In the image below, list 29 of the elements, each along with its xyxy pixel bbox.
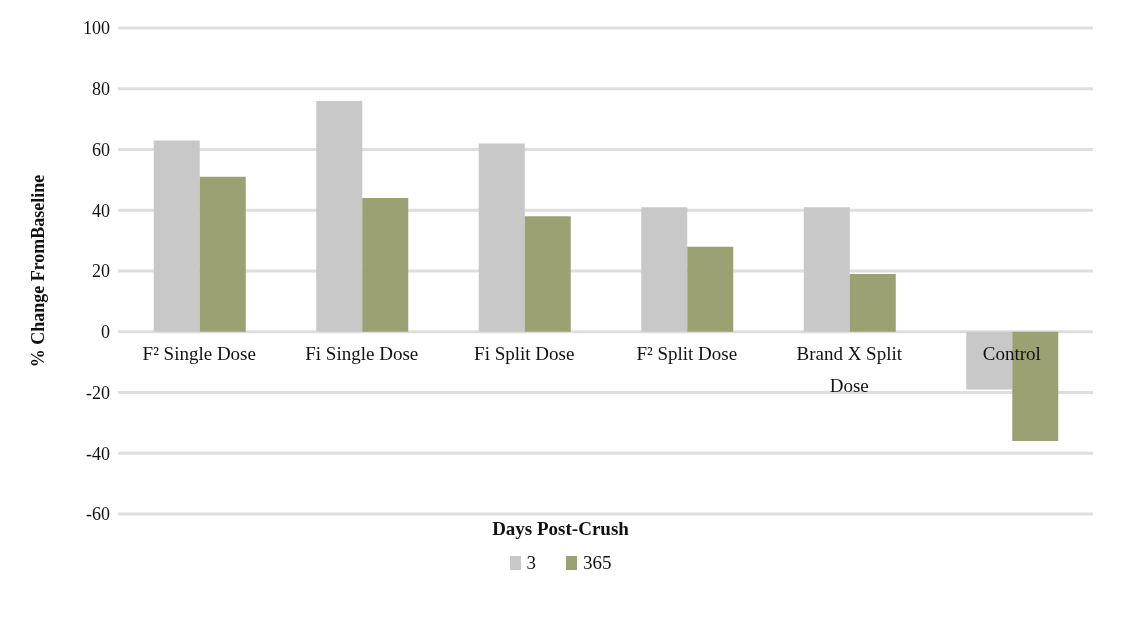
y-tick-label: -60: [86, 504, 110, 525]
x-tick-label: Control: [982, 342, 1041, 364]
y-tick-label: 0: [101, 322, 110, 343]
y-tick-label: 80: [92, 79, 110, 100]
bar: [362, 198, 409, 332]
y-tick-label: 60: [92, 139, 110, 160]
y-tick-label: -20: [86, 382, 110, 403]
bar: [316, 100, 363, 332]
bar: [153, 140, 200, 332]
bar: [803, 207, 850, 332]
legend-label: 365: [582, 552, 612, 574]
bar: [849, 274, 896, 332]
x-tick-label: Fi Split Dose: [474, 342, 575, 364]
bar: [641, 207, 688, 332]
y-tick-label: -40: [86, 443, 110, 464]
x-tick-label: Fi Single Dose: [305, 342, 419, 364]
bar: [524, 216, 571, 332]
x-tick-label: F² Split Dose: [636, 342, 738, 364]
y-tick-label: 40: [92, 200, 110, 221]
bar: [687, 246, 734, 332]
legend-title: Days Post-Crush: [492, 518, 629, 539]
y-tick-label: 20: [92, 261, 110, 282]
x-tick-label: F² Single Dose: [142, 342, 256, 364]
bar: [478, 143, 525, 332]
x-tick-label: Brand X Split Dose: [796, 342, 903, 396]
y-tick-label: 100: [83, 18, 110, 39]
bar: [199, 176, 246, 332]
y-axis-title: % Change FromBaseline: [28, 174, 49, 368]
legend-label: 3: [525, 552, 536, 574]
